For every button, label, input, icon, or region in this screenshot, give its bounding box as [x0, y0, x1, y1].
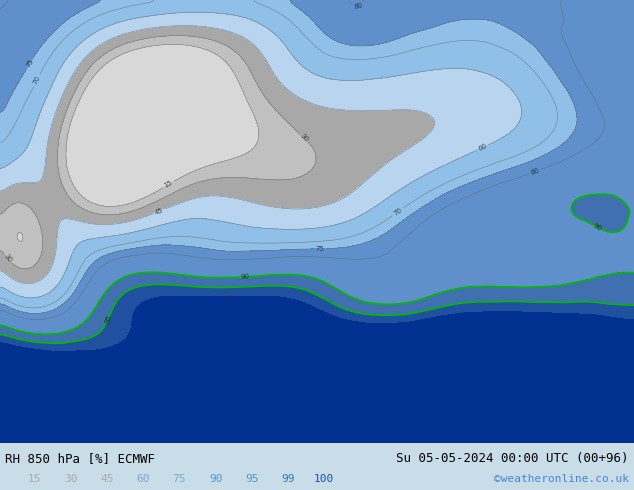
Text: RH 850 hPa [%] ECMWF: RH 850 hPa [%] ECMWF — [5, 452, 155, 465]
Text: 99: 99 — [281, 474, 295, 485]
Text: 80: 80 — [529, 167, 540, 176]
Text: 100: 100 — [314, 474, 334, 485]
Text: 45: 45 — [100, 474, 114, 485]
Text: 90: 90 — [592, 222, 602, 232]
Text: ©weatheronline.co.uk: ©weatheronline.co.uk — [494, 474, 629, 485]
Text: 60: 60 — [477, 143, 488, 152]
Text: 70: 70 — [392, 207, 403, 217]
Text: 60: 60 — [136, 474, 150, 485]
Text: 95: 95 — [245, 474, 259, 485]
Text: 15: 15 — [163, 180, 174, 189]
Text: Su 05-05-2024 00:00 UTC (00+96): Su 05-05-2024 00:00 UTC (00+96) — [396, 452, 629, 465]
Text: 80: 80 — [353, 2, 363, 9]
Text: 90: 90 — [633, 272, 634, 273]
Text: 45: 45 — [154, 207, 165, 216]
Text: 95: 95 — [633, 305, 634, 306]
Text: 90: 90 — [606, 231, 608, 232]
Text: 30: 30 — [3, 253, 13, 264]
Text: 75: 75 — [172, 474, 186, 485]
Text: 30: 30 — [298, 132, 309, 143]
Text: 95: 95 — [103, 314, 112, 324]
Text: 90: 90 — [209, 474, 223, 485]
Text: 75: 75 — [316, 245, 325, 252]
Text: 30: 30 — [64, 474, 78, 485]
Text: 15: 15 — [28, 474, 42, 485]
Text: 75: 75 — [25, 58, 35, 69]
Text: 70: 70 — [32, 75, 42, 86]
Text: 90: 90 — [240, 273, 250, 280]
